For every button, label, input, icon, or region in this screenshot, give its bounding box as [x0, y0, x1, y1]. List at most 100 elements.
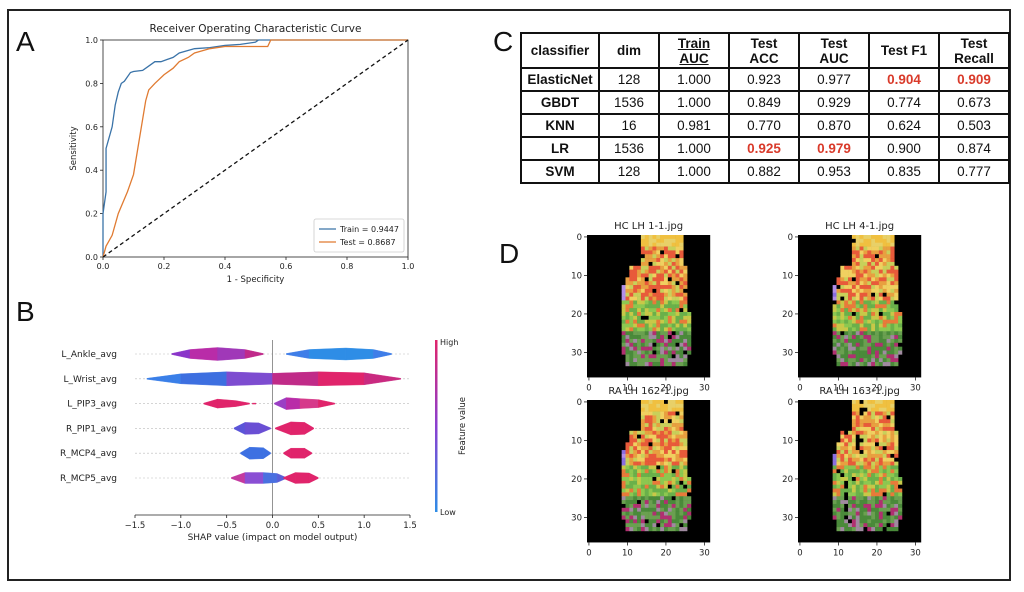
table-cell: 0.624 — [868, 113, 940, 138]
heatmap-pixel — [679, 519, 684, 524]
heatmap-pixel — [648, 403, 653, 408]
heatmap-pixel — [671, 484, 676, 489]
heatmap-pixel — [851, 419, 857, 424]
heatmap-pixel — [867, 473, 872, 478]
heatmap-pixel — [648, 362, 653, 367]
heatmap-pixel — [644, 265, 649, 270]
heatmap-pixel — [671, 465, 676, 470]
heatmap-pixel — [882, 527, 887, 532]
table-header-text: ACC — [749, 50, 779, 66]
heatmap-pixel — [871, 277, 876, 282]
heatmap-pixel — [679, 465, 684, 470]
heatmap-pixel — [863, 507, 868, 512]
heatmap-pixel — [633, 338, 638, 344]
heatmap-pixel — [640, 496, 646, 501]
heatmap-y-tick-label: 20 — [782, 310, 793, 320]
heatmap-pixel — [679, 277, 684, 282]
heatmap-pixel — [637, 296, 642, 301]
heatmap-pixel — [878, 511, 883, 516]
heatmap-pixel — [629, 461, 634, 466]
heatmap-pixel — [671, 461, 676, 466]
heatmap-pixel — [637, 312, 642, 317]
heatmap-pixel — [840, 281, 845, 286]
heatmap-pixel — [656, 480, 661, 485]
shap-violin-chart: L_Ankle_avgL_Wrist_avgL_PIP3_avgR_PIP1_a… — [60, 338, 468, 543]
heatmap-pixel — [679, 300, 684, 305]
heatmap-pixel — [844, 442, 849, 447]
heatmap-pixel — [859, 400, 864, 405]
heatmap-pixel — [664, 400, 669, 405]
heatmap-pixel — [855, 342, 860, 347]
heatmap-pixel — [886, 507, 891, 512]
heatmap-pixel — [863, 400, 868, 405]
heatmap-pixel — [867, 480, 872, 485]
heatmap-pixel — [848, 288, 853, 294]
heatmap-pixel — [633, 507, 638, 512]
heatmap-pixel — [687, 346, 692, 351]
heatmap-pixel — [664, 292, 669, 297]
heatmap-pixel — [859, 269, 864, 274]
heatmap-pixel — [656, 419, 661, 424]
heatmap-pixel — [851, 304, 857, 309]
heatmap-pixel — [648, 407, 653, 412]
heatmap-pixel — [898, 338, 903, 344]
heatmap-pixel — [660, 254, 665, 259]
classifier-results-table: classifier dim Train AUC Test ACC Test AUC Test … — [520, 32, 1010, 184]
heatmap-pixel — [871, 519, 876, 524]
roc-x-tick-label: 0.6 — [280, 262, 293, 271]
heatmap-pixel — [644, 457, 649, 462]
heatmap-pixel — [890, 511, 895, 516]
heatmap-pixel — [640, 358, 646, 363]
heatmap-pixel — [832, 312, 837, 317]
heatmap-pixel — [867, 277, 872, 282]
heatmap-pixel — [867, 438, 872, 443]
heatmap-pixel — [867, 327, 872, 332]
heatmap-pixel — [644, 296, 649, 301]
roc-x-tick-label: 0.0 — [97, 262, 110, 271]
heatmap-pixel — [886, 442, 891, 447]
heatmap-pixel — [855, 300, 860, 305]
heatmap-pixel — [675, 331, 680, 336]
heatmap-pixel — [882, 480, 887, 485]
heatmap-pixel — [890, 261, 895, 267]
heatmap-pixel — [621, 500, 626, 505]
heatmap-pixel — [640, 484, 646, 489]
heatmap-pixel — [878, 503, 883, 509]
heatmap-pixel — [656, 430, 661, 435]
table-row: LR 1536 1.000 0.925 0.979 0.900 0.874 — [520, 136, 1010, 161]
heatmap-pixel — [882, 469, 887, 474]
shap-violin-segment — [275, 421, 292, 436]
heatmap-pixel — [851, 335, 857, 340]
heatmap-pixel — [664, 308, 669, 313]
heatmap-pixel — [629, 288, 634, 294]
heatmap-pixel — [871, 507, 876, 512]
heatmap-pixel — [863, 238, 868, 243]
heatmap-pixel — [629, 358, 634, 363]
panel-label-c: C — [493, 26, 514, 57]
heatmap-pixel — [878, 453, 883, 459]
heatmap-pixel — [621, 511, 626, 516]
heatmap-pixel — [667, 480, 672, 485]
heatmap-pixel — [878, 269, 883, 274]
heatmap-pixel — [679, 419, 684, 424]
heatmap-pixel — [859, 258, 864, 263]
heatmap-pixel — [644, 515, 649, 520]
heatmap-pixel — [871, 434, 876, 439]
heatmap-pixel — [683, 342, 688, 347]
heatmap-pixel — [679, 296, 684, 301]
heatmap-pixel — [855, 423, 860, 428]
heatmap-pixel — [652, 519, 657, 524]
heatmap-pixel — [664, 500, 669, 505]
heatmap-pixel — [640, 304, 646, 309]
heatmap-pixel — [882, 426, 887, 432]
heatmap-pixel — [683, 269, 688, 274]
heatmap-pixel — [625, 319, 630, 324]
heatmap-pixel — [875, 453, 880, 459]
heatmap-pixel — [859, 308, 864, 313]
heatmap-pixel — [687, 319, 692, 324]
heatmap-pixel — [679, 281, 684, 286]
heatmap-pixel — [894, 350, 899, 355]
heatmap-x-tick-label: 10 — [622, 548, 633, 558]
heatmap-pixel — [855, 258, 860, 263]
heatmap-pixel — [859, 430, 864, 435]
